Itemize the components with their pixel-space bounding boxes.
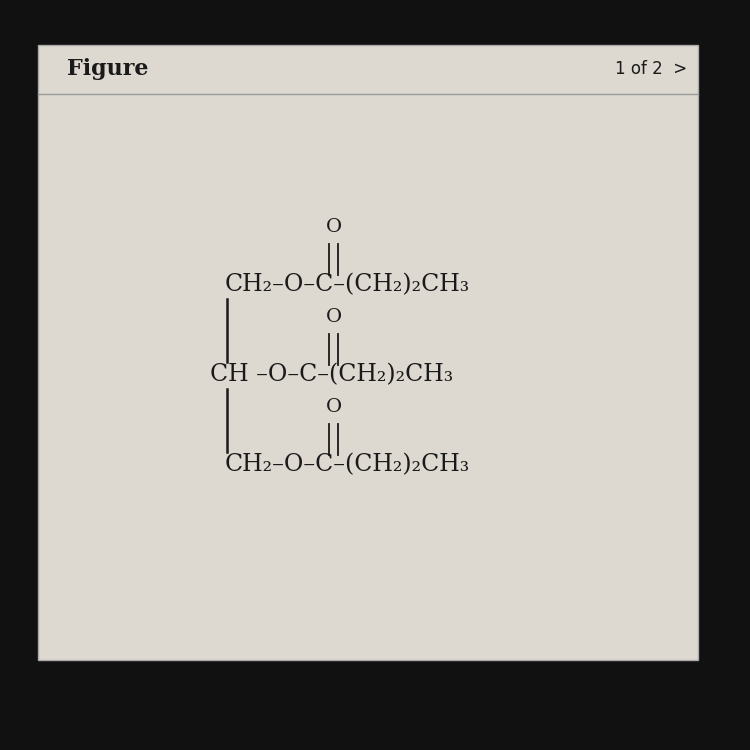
FancyBboxPatch shape xyxy=(38,45,698,660)
Text: O: O xyxy=(326,398,342,416)
Text: CH₂–O–C–(CH₂)₂CH₃: CH₂–O–C–(CH₂)₂CH₃ xyxy=(225,274,470,296)
Text: O: O xyxy=(326,308,342,326)
Text: 1 of 2  >: 1 of 2 > xyxy=(615,60,687,78)
Text: O: O xyxy=(326,218,342,236)
Text: CH₂–O–C–(CH₂)₂CH₃: CH₂–O–C–(CH₂)₂CH₃ xyxy=(225,454,470,476)
Text: Figure: Figure xyxy=(68,58,149,80)
Text: CH –O–C–(CH₂)₂CH₃: CH –O–C–(CH₂)₂CH₃ xyxy=(210,364,453,386)
